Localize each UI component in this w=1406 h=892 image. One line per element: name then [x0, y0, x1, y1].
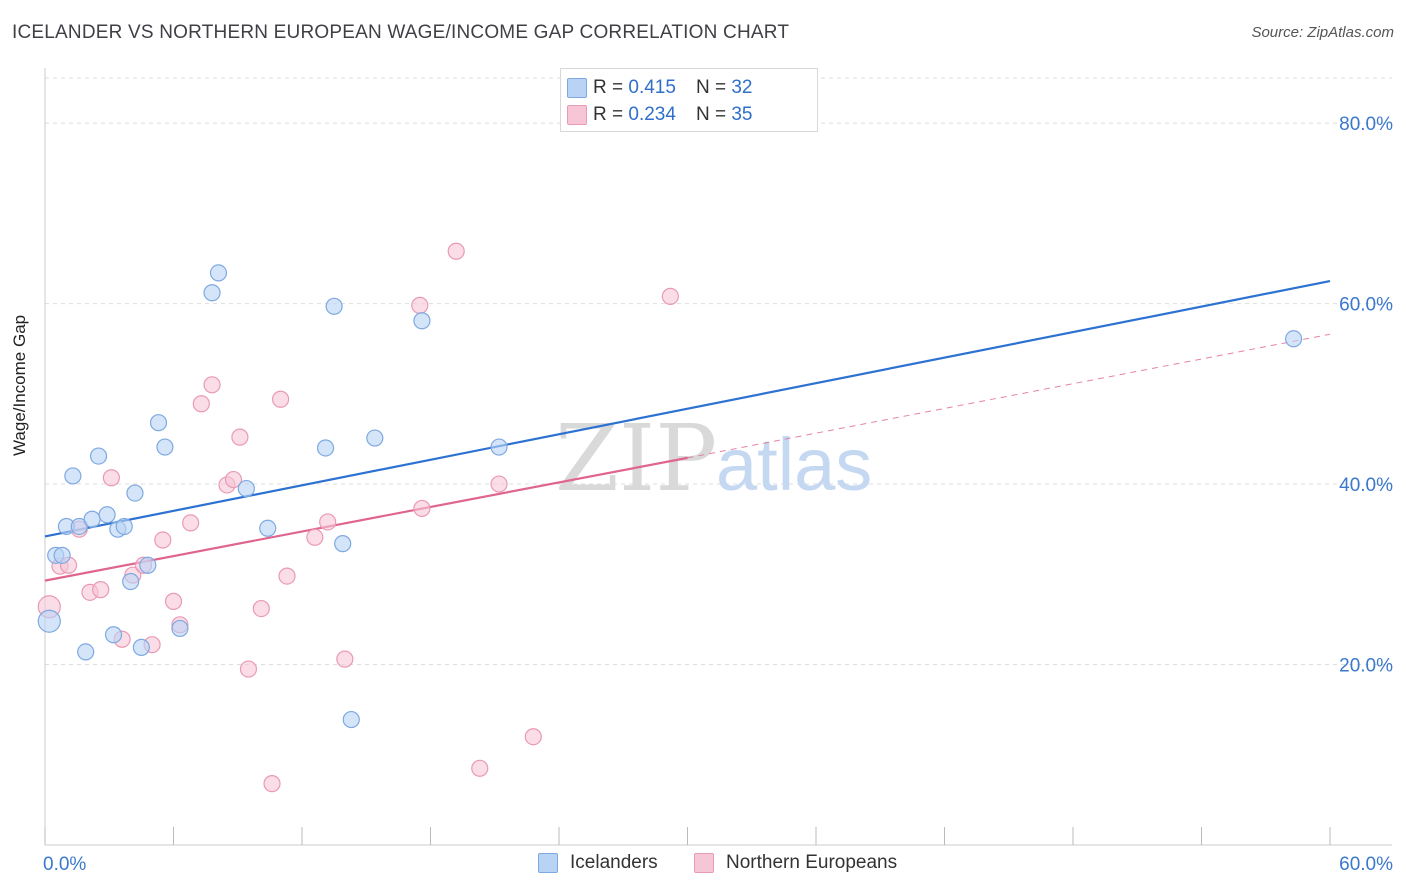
stats-legend: R = 0.415 N = 32 R = 0.234 N = 35 — [560, 68, 818, 132]
chart-title: ICELANDER VS NORTHERN EUROPEAN WAGE/INCO… — [12, 22, 790, 43]
legend-item-northern-europeans[interactable]: Northern Europeans — [694, 852, 897, 874]
data-point-northern-europeans — [164, 592, 183, 610]
data-point-northern-europeans — [278, 567, 296, 585]
data-point-icelanders — [490, 438, 508, 456]
data-point-icelanders — [366, 429, 384, 447]
data-point-northern-europeans — [154, 531, 172, 549]
grid — [45, 77, 1392, 666]
data-point-icelanders — [132, 638, 150, 656]
data-point-northern-europeans — [182, 514, 200, 532]
r-label: R = — [593, 104, 624, 125]
data-point-icelanders — [203, 284, 221, 302]
watermark-zip: ZIP — [555, 405, 717, 512]
data-point-icelanders — [77, 643, 95, 661]
tick-labels: 20.0% 40.0% 60.0% 80.0% 0.0% 60.0% — [43, 114, 1393, 875]
data-point-icelanders — [156, 438, 174, 456]
blue-swatch-icon — [538, 853, 558, 873]
axes — [44, 68, 1392, 846]
data-point-icelanders — [139, 556, 157, 574]
y-axis-label: Wage/Income Gap — [10, 314, 29, 456]
data-point-northern-europeans — [239, 660, 258, 678]
n-value: 35 — [731, 104, 753, 125]
data-point-icelanders — [413, 312, 431, 330]
y-tick-label: 40.0% — [1339, 475, 1393, 496]
data-point-icelanders — [83, 510, 101, 528]
data-point-northern-europeans — [447, 242, 465, 260]
stats-row-northern-europeans: R = 0.234 N = 35 — [567, 102, 753, 128]
r-value: 0.415 — [628, 77, 676, 98]
data-point-northern-europeans — [271, 390, 290, 408]
data-point-icelanders — [104, 626, 123, 644]
data-point-northern-europeans — [192, 395, 210, 413]
data-point-northern-europeans — [252, 599, 270, 618]
data-point-icelanders — [237, 479, 255, 498]
n-label: N = — [695, 77, 727, 98]
data-point-northern-europeans — [319, 513, 337, 531]
data-point-northern-europeans — [490, 475, 508, 493]
stats-row-icelanders: R = 0.415 N = 32 — [567, 75, 753, 101]
data-point-icelanders — [1284, 330, 1303, 348]
data-point-northern-europeans — [92, 581, 110, 599]
watermark-atlas: atlas — [716, 423, 872, 506]
data-point-northern-europeans — [471, 759, 489, 777]
trend-line-icelanders — [44, 279, 1331, 538]
r-value: 0.234 — [628, 104, 676, 125]
data-point-icelanders — [98, 506, 116, 524]
data-point-icelanders — [70, 517, 88, 536]
data-point-icelanders — [259, 519, 277, 537]
legend-label: Icelanders — [570, 852, 658, 873]
y-tick-label: 80.0% — [1339, 114, 1393, 135]
data-point-icelanders — [115, 517, 133, 536]
data-point-northern-europeans — [102, 469, 120, 487]
watermark: ZIP atlas — [555, 405, 872, 512]
data-point-northern-europeans — [263, 775, 281, 793]
x-tick-label: 0.0% — [43, 854, 86, 875]
data-point-icelanders — [126, 484, 144, 502]
data-point-icelanders — [122, 572, 140, 591]
data-points — [37, 242, 1303, 793]
n-value: 32 — [731, 77, 753, 98]
legend-item-icelanders[interactable]: Icelanders — [538, 852, 658, 874]
y-tick-label: 20.0% — [1339, 656, 1393, 677]
pink-swatch-icon — [694, 853, 714, 873]
data-point-icelanders — [334, 535, 352, 553]
data-point-northern-europeans — [336, 650, 354, 668]
data-point-icelanders — [325, 297, 343, 315]
data-point-icelanders — [316, 439, 335, 457]
data-point-northern-europeans — [661, 287, 679, 305]
n-label: N = — [695, 104, 727, 125]
source-label: Source: ZipAtlas.com — [1251, 24, 1394, 41]
blue-swatch-icon — [567, 78, 587, 98]
data-point-icelanders — [171, 619, 189, 638]
legend-label: Northern Europeans — [726, 852, 898, 873]
data-point-icelanders — [53, 546, 71, 564]
data-point-northern-europeans — [203, 376, 221, 394]
x-tick-label: 60.0% — [1339, 854, 1393, 875]
data-point-icelanders — [342, 710, 360, 729]
data-point-icelanders — [149, 414, 168, 432]
pink-swatch-icon — [567, 105, 587, 125]
data-point-icelanders — [209, 264, 228, 282]
data-point-northern-europeans — [524, 728, 542, 746]
data-point-icelanders — [89, 447, 108, 465]
data-point-icelanders — [37, 609, 61, 633]
data-point-northern-europeans — [411, 296, 429, 314]
data-point-northern-europeans — [231, 428, 249, 446]
y-tick-label: 60.0% — [1339, 295, 1393, 316]
data-point-northern-europeans — [413, 499, 431, 518]
r-label: R = — [593, 77, 624, 98]
data-point-northern-europeans — [306, 528, 324, 546]
data-point-northern-europeans — [224, 470, 243, 489]
series-legend: Icelanders Northern Europeans — [0, 850, 1406, 880]
data-point-icelanders — [64, 467, 82, 485]
